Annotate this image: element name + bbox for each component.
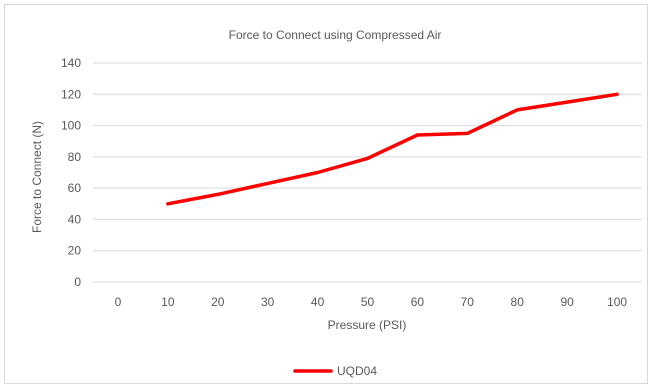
series-layer [166, 92, 619, 206]
y-tick-label: 0 [74, 275, 81, 289]
legend: UQD04 [293, 364, 377, 378]
data-point [166, 202, 170, 206]
data-point [615, 92, 619, 96]
x-tick-label: 70 [461, 295, 475, 309]
x-tick-label: 30 [261, 295, 275, 309]
gridlines [93, 62, 642, 283]
y-tick-label: 120 [61, 87, 81, 101]
data-point [465, 131, 469, 135]
chart-frame: Force to Connect using Compressed Air 0 2… [4, 4, 648, 384]
y-tick-label: 40 [68, 212, 82, 226]
data-point [565, 100, 569, 104]
x-tick-label: 40 [311, 295, 325, 309]
x-tick-label: 50 [361, 295, 375, 309]
x-tick-label: 20 [211, 295, 225, 309]
y-tick-label: 140 [61, 56, 81, 70]
data-point [216, 192, 220, 196]
x-axis-label: Pressure (PSI) [328, 318, 407, 332]
y-tick-label: 20 [68, 244, 82, 258]
data-point [266, 181, 270, 185]
legend-label: UQD04 [337, 364, 377, 378]
y-axis-label: Force to Connect (N) [30, 121, 44, 233]
x-tick-label: 60 [411, 295, 425, 309]
line-chart: Force to Connect using Compressed Air 0 2… [30, 28, 642, 378]
y-axis-ticks: 0 20 40 60 80 100 120 140 [61, 56, 81, 289]
x-tick-label: 90 [560, 295, 574, 309]
x-tick-label: 100 [607, 295, 627, 309]
data-point [316, 171, 320, 174]
x-tick-label: 10 [161, 295, 175, 309]
x-tick-label: 0 [115, 295, 122, 309]
y-tick-label: 60 [68, 181, 82, 195]
y-tick-label: 80 [68, 150, 82, 164]
x-tick-label: 80 [511, 295, 525, 309]
y-tick-label: 100 [61, 119, 81, 133]
data-point [366, 156, 369, 160]
data-point [515, 108, 519, 112]
series-line [166, 92, 619, 206]
chart-title: Force to Connect using Compressed Air [229, 28, 442, 42]
data-point [415, 133, 419, 137]
x-axis-ticks: 0 10 20 30 40 50 60 70 80 90 100 [115, 295, 628, 309]
